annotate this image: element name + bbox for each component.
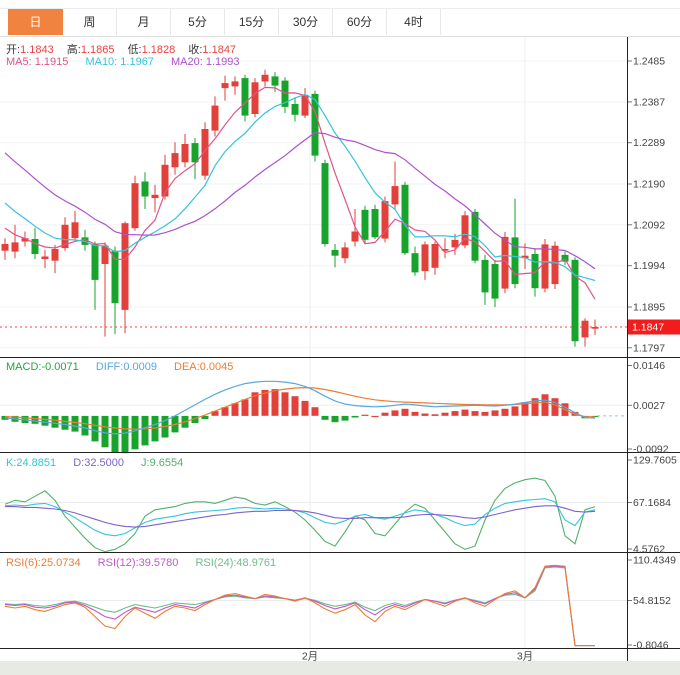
- ma20-readout: MA20: 1.1993: [171, 56, 240, 68]
- svg-text:2月: 2月: [302, 651, 318, 663]
- tab-4hour[interactable]: 4时: [387, 9, 441, 35]
- kdj-readout: K:24.8851 D:32.5000 J:9.6554: [6, 457, 197, 469]
- svg-text:3月: 3月: [517, 651, 533, 663]
- ma5-readout: MA5: 1.1915: [6, 56, 69, 68]
- diff-value: DIFF:0.0009: [95, 361, 157, 373]
- ohlc-readout: 开:1.1843 高:1.1865 低:1.1828 收:1.1847: [6, 41, 246, 57]
- macd-readout: MACD:-0.0071 DIFF:0.0009 DEA:0.0045: [6, 361, 247, 373]
- tab-day[interactable]: 日: [8, 9, 63, 35]
- tab-week[interactable]: 周: [63, 9, 117, 35]
- svg-text:1.2092: 1.2092: [633, 219, 665, 231]
- svg-text:1.1895: 1.1895: [633, 302, 665, 314]
- svg-text:1.2387: 1.2387: [633, 96, 665, 108]
- tab-30min[interactable]: 30分: [279, 9, 333, 35]
- j-value: J:9.6554: [141, 457, 184, 469]
- svg-text:1.1994: 1.1994: [633, 260, 665, 272]
- svg-text:1.2289: 1.2289: [633, 137, 665, 149]
- rsi-readout: RSI(6):25.0734 RSI(12):39.5780 RSI(24):4…: [6, 557, 290, 569]
- svg-text:1.1797: 1.1797: [633, 342, 665, 354]
- rsi6-value: RSI(6):25.0734: [6, 557, 81, 569]
- ma10-readout: MA10: 1.1967: [85, 56, 154, 68]
- rsi12-value: RSI(12):39.5780: [97, 557, 179, 569]
- svg-text:4.5762: 4.5762: [633, 544, 665, 556]
- svg-text:1.1847: 1.1847: [632, 322, 664, 334]
- ma-readout: MA5: 1.1915 MA10: 1.1967 MA20: 1.1993: [6, 56, 254, 68]
- svg-text:129.7605: 129.7605: [633, 455, 677, 467]
- tab-5min[interactable]: 5分: [171, 9, 225, 35]
- svg-text:110.4349: 110.4349: [633, 555, 676, 567]
- svg-text:-0.0092: -0.0092: [633, 444, 669, 456]
- svg-text:1.2485: 1.2485: [633, 56, 665, 68]
- timeframe-tabbar: 日 周 月 5分 15分 30分 60分 4时: [0, 8, 680, 37]
- k-value: K:24.8851: [6, 457, 57, 469]
- svg-text:0.0027: 0.0027: [633, 400, 665, 412]
- open-readout: 开:1.1843: [6, 44, 54, 56]
- high-readout: 高:1.1865: [66, 44, 115, 56]
- rsi24-value: RSI(24):48.9761: [195, 557, 277, 569]
- d-value: D:32.5000: [73, 457, 124, 469]
- macd-value: MACD:-0.0071: [6, 361, 79, 373]
- low-readout: 低:1.1828: [127, 44, 176, 56]
- svg-text:1.2190: 1.2190: [633, 179, 665, 191]
- tab-15min[interactable]: 15分: [225, 9, 279, 35]
- svg-text:-0.8046: -0.8046: [633, 640, 669, 652]
- tab-month[interactable]: 月: [117, 9, 171, 35]
- svg-text:67.1684: 67.1684: [633, 497, 671, 509]
- close-readout: 收:1.1847: [188, 44, 237, 56]
- svg-text:54.8152: 54.8152: [633, 595, 671, 607]
- tab-60min[interactable]: 60分: [333, 9, 387, 35]
- dea-value: DEA:0.0045: [174, 361, 234, 373]
- svg-text:0.0146: 0.0146: [633, 360, 665, 372]
